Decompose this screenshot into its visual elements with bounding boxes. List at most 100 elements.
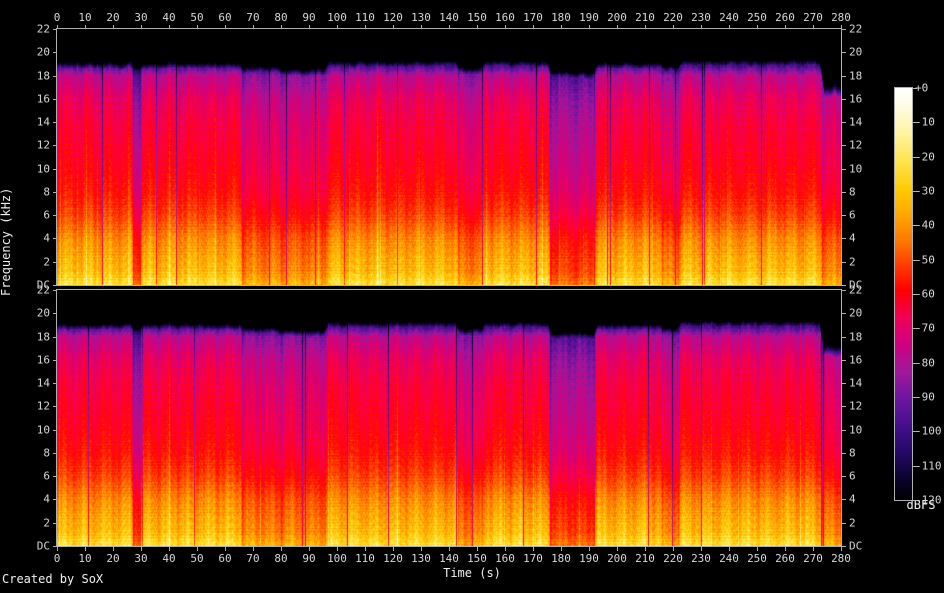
y-tick-label-right-top: 4: [849, 231, 856, 245]
x-tick-label-bottom: 180: [551, 552, 571, 565]
x-tick-mark-bottom: [225, 547, 226, 551]
x-tick-label-bottom: 210: [635, 552, 655, 565]
colorbar-tick-mark: [912, 500, 917, 501]
x-tick-mark-top: [197, 25, 198, 29]
y-tick-label-left-top: DC: [36, 278, 50, 292]
x-tick-mark-bottom: [785, 547, 786, 551]
y-tick-label-left-top: 4: [43, 231, 50, 245]
y-tick-mark-left-bottom: [53, 429, 57, 431]
y-tick-label-right-bottom: 2: [849, 516, 856, 530]
colorbar-tick-label: -120: [915, 493, 942, 507]
colorbar-tick-label: -70: [915, 321, 935, 335]
y-tick-mark-left-top: [53, 285, 57, 286]
colorbar-tick-label: -40: [915, 218, 935, 232]
x-tick-mark-top: [477, 25, 478, 29]
x-tick-label-bottom: 170: [523, 552, 543, 565]
y-tick-label-left-top: 10: [36, 162, 50, 176]
x-tick-mark-top: [141, 25, 142, 29]
y-tick-label-left-bottom: 10: [36, 423, 50, 437]
x-tick-label-top: 90: [302, 11, 316, 24]
y-tick-mark-right-top: [842, 238, 846, 240]
x-tick-label-bottom: 70: [246, 552, 260, 565]
y-tick-mark-left-bottom: [53, 336, 57, 338]
y-tick-label-left-top: 20: [36, 45, 50, 59]
y-tick-label-left-top: 12: [36, 138, 50, 152]
x-tick-mark-bottom: [197, 547, 198, 551]
x-tick-label-top: 270: [803, 11, 823, 24]
x-tick-label-bottom: 120: [383, 552, 403, 565]
x-axis-label: Time (s): [443, 566, 501, 580]
y-tick-label-left-top: 16: [36, 92, 50, 106]
x-tick-label-bottom: 0: [53, 552, 61, 565]
colorbar-tick-label: -10: [915, 115, 935, 129]
y-tick-label-right-top: DC: [849, 278, 863, 292]
x-tick-label-bottom: 260: [775, 552, 795, 565]
x-tick-mark-bottom: [281, 547, 282, 551]
x-tick-label-bottom: 100: [327, 552, 347, 565]
y-tick-label-right-bottom: 20: [849, 306, 863, 320]
x-tick-label-top: 40: [162, 11, 176, 24]
colorbar-tick-mark: [912, 191, 917, 192]
spectrogram-panel-left-channel: [57, 29, 841, 285]
y-tick-mark-left-bottom: [53, 290, 57, 291]
y-tick-label-left-bottom: 22: [36, 283, 50, 297]
y-tick-label-right-bottom: 8: [849, 446, 856, 460]
x-tick-mark-top: [729, 25, 730, 29]
colorbar-tick-mark: [912, 156, 917, 158]
y-tick-mark-left-top: [53, 215, 57, 217]
y-tick-mark-right-bottom: [842, 313, 846, 315]
y-tick-mark-left-top: [53, 29, 57, 30]
x-tick-label-top: 140: [439, 11, 459, 24]
y-tick-label-right-bottom: 18: [849, 330, 863, 344]
x-tick-mark-bottom: [57, 547, 58, 551]
y-tick-mark-right-top: [842, 122, 846, 124]
x-tick-mark-top: [225, 25, 226, 29]
y-tick-mark-right-bottom: [842, 359, 846, 361]
colorbar-tick-mark: [912, 88, 917, 89]
x-tick-label-top: 30: [134, 11, 148, 24]
colorbar-tick-label: -20: [915, 150, 935, 164]
y-tick-mark-left-top: [53, 122, 57, 124]
colorbar-tick-mark: [912, 259, 917, 261]
x-tick-label-bottom: 80: [274, 552, 288, 565]
y-tick-label-right-top: 6: [849, 208, 856, 222]
colorbar-gradient: [895, 88, 912, 500]
y-tick-label-left-bottom: 8: [43, 446, 50, 460]
x-tick-mark-top: [421, 25, 422, 29]
y-tick-label-left-top: 22: [36, 22, 50, 36]
y-tick-mark-right-bottom: [842, 290, 846, 291]
x-tick-label-top: 220: [663, 11, 683, 24]
y-tick-label-left-top: 8: [43, 185, 50, 199]
x-tick-mark-bottom: [141, 547, 142, 551]
y-tick-label-left-top: 14: [36, 115, 50, 129]
x-tick-label-top: 20: [106, 11, 120, 24]
x-tick-label-bottom: 160: [495, 552, 515, 565]
y-tick-label-right-bottom: 16: [849, 353, 863, 367]
y-tick-mark-right-top: [842, 75, 846, 77]
y-tick-mark-left-bottom: [53, 383, 57, 385]
y-tick-mark-left-top: [53, 75, 57, 77]
x-tick-label-bottom: 240: [719, 552, 739, 565]
x-tick-label-bottom: 60: [218, 552, 232, 565]
x-tick-mark-top: [449, 25, 450, 29]
x-tick-mark-top: [337, 25, 338, 29]
x-tick-mark-top: [281, 25, 282, 29]
x-tick-label-bottom: 230: [691, 552, 711, 565]
x-tick-label-top: 150: [467, 11, 487, 24]
x-tick-mark-top: [533, 25, 534, 29]
x-tick-mark-top: [561, 25, 562, 29]
y-tick-mark-right-top: [842, 29, 846, 30]
y-tick-mark-left-top: [53, 52, 57, 54]
y-tick-label-left-top: 6: [43, 208, 50, 222]
y-tick-mark-right-top: [842, 145, 846, 147]
y-tick-mark-left-bottom: [53, 359, 57, 361]
y-tick-label-left-bottom: DC: [36, 539, 50, 553]
x-tick-mark-bottom: [337, 547, 338, 551]
colorbar-tick-label: -90: [915, 390, 935, 404]
x-tick-label-top: 120: [383, 11, 403, 24]
credit-text: Created by SoX: [2, 572, 104, 586]
x-tick-label-bottom: 270: [803, 552, 823, 565]
x-tick-label-top: 70: [246, 11, 260, 24]
y-tick-label-right-bottom: 6: [849, 469, 856, 483]
